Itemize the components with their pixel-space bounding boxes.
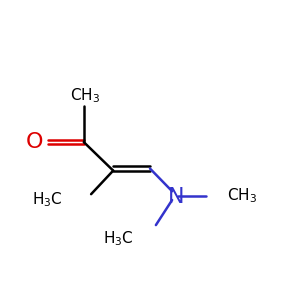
Text: N: N [168, 187, 184, 207]
Text: H$_3$C: H$_3$C [103, 229, 134, 248]
Text: CH$_3$: CH$_3$ [226, 186, 257, 205]
Text: H$_3$C: H$_3$C [32, 191, 63, 209]
Text: O: O [26, 132, 43, 152]
Text: CH$_3$: CH$_3$ [70, 86, 100, 105]
